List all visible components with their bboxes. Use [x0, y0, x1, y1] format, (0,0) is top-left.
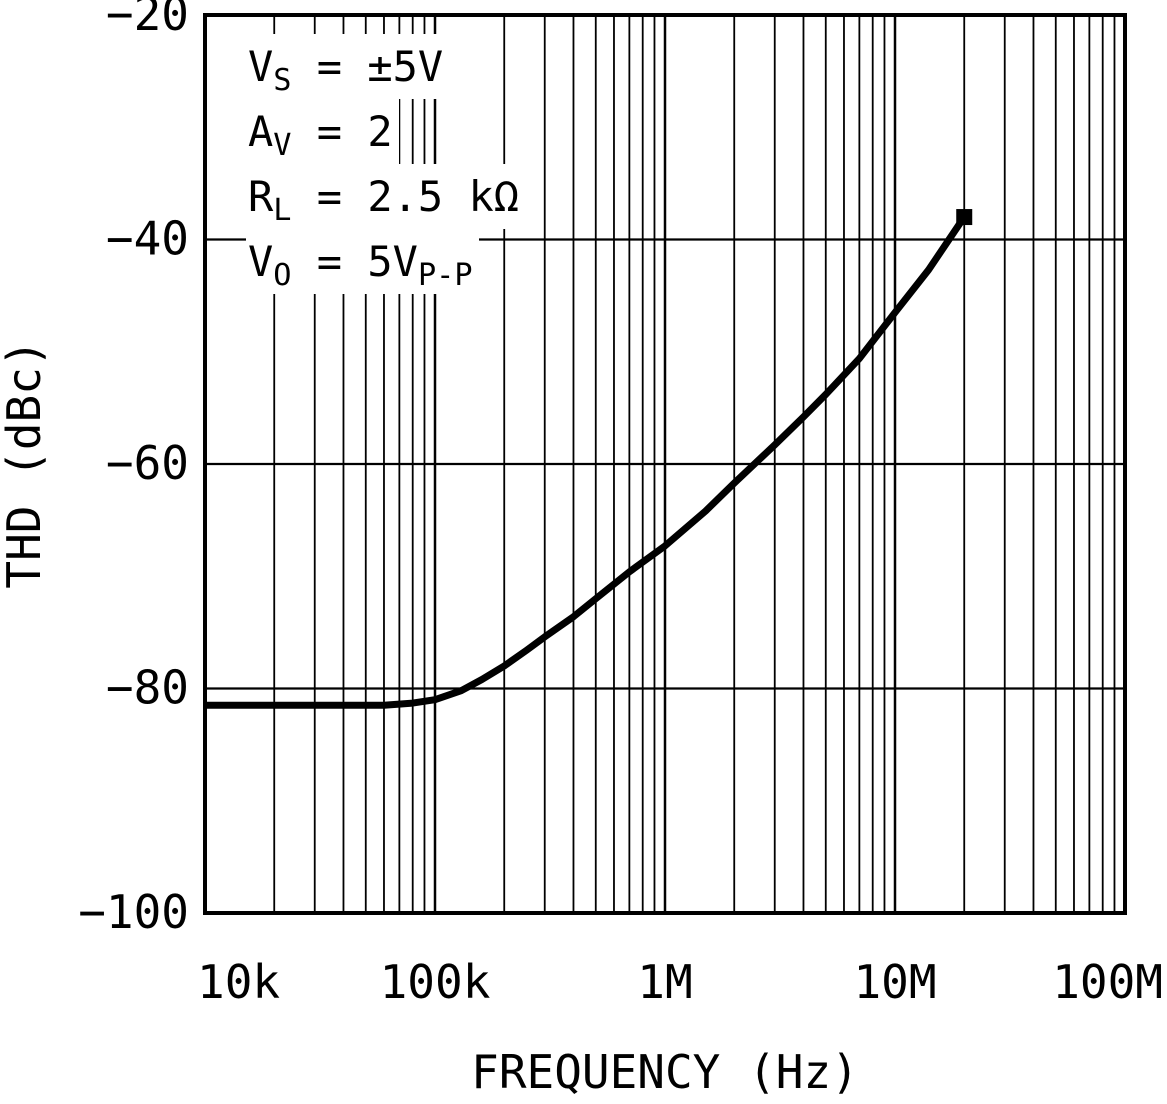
annotation-segment: R — [248, 172, 274, 221]
annotation-text: RL = 2.5 kΩ — [246, 164, 526, 229]
annotation-subscript: O — [273, 258, 292, 294]
annotation-segment: = 5V — [291, 237, 418, 286]
y-tick-label: −20 — [106, 0, 189, 41]
x-tick-label: 10M — [853, 955, 936, 1009]
annotation-text: VO = 5VP-P — [246, 229, 479, 294]
annotation-text: AV = 2 — [246, 99, 399, 164]
chart-annotations: VS = ±5V AV = 2 RL = 2.5 kΩ VO = 5VP-P — [246, 34, 526, 294]
annotation-line: VO = 5VP-P — [246, 229, 525, 294]
plot-border — [203, 13, 1127, 915]
y-tick-label: −60 — [106, 436, 189, 490]
annotation-segment: V — [248, 42, 274, 91]
x-axis-label: FREQUENCY (Hz) — [471, 1045, 859, 1099]
annotation-line: AV = 2 — [246, 99, 525, 164]
thd-curve — [205, 215, 968, 709]
annotation-segment: = ±5V — [291, 42, 444, 91]
x-tick-label: 100M — [1052, 955, 1163, 1009]
annotation-subscript: P-P — [417, 258, 473, 294]
annotation-line: RL = 2.5 kΩ — [246, 164, 526, 229]
curve-end-marker — [956, 209, 973, 226]
annotation-segment: = 2 — [291, 107, 393, 156]
annotation-subscript: S — [273, 63, 292, 99]
annotation-line: VS = ±5V — [246, 34, 525, 99]
x-tick-label: 1M — [637, 955, 692, 1009]
annotation-text: VS = ±5V — [246, 34, 450, 99]
y-tick-label: −100 — [78, 885, 189, 939]
annotation-segment: A — [248, 107, 274, 156]
y-tick-label: −40 — [106, 212, 189, 266]
x-tick-label: 100k — [380, 955, 491, 1009]
annotation-segment: V — [248, 237, 274, 286]
y-axis-label: THD (dBc) — [0, 339, 51, 588]
annotation-subscript: V — [273, 128, 292, 164]
y-tick-label: −80 — [106, 661, 189, 715]
annotation-subscript: L — [273, 193, 292, 229]
x-tick-label: 10k — [197, 955, 280, 1009]
annotation-segment: = 2.5 kΩ — [291, 172, 520, 221]
